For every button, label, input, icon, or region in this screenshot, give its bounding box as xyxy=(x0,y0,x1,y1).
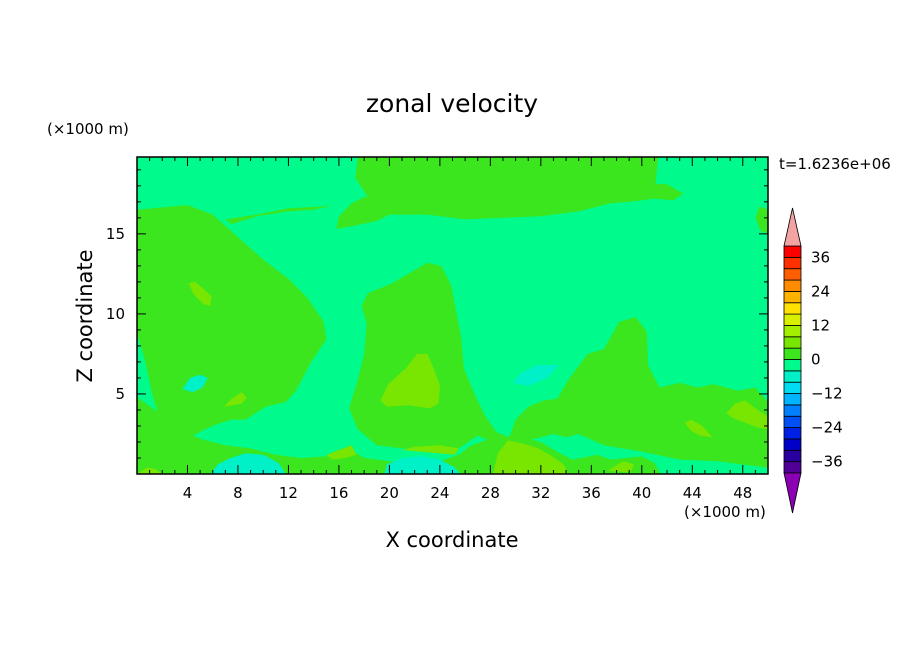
contour-region-16 xyxy=(726,400,768,430)
colorbar-tick-label: −36 xyxy=(811,453,843,471)
colorbar-segment xyxy=(783,404,802,417)
x-tick-label: 28 xyxy=(481,484,500,502)
colorbar-extend-high xyxy=(783,207,802,247)
colorbar-segment xyxy=(783,381,802,394)
x-tick-label: 32 xyxy=(531,484,550,502)
x-axis-label: X coordinate xyxy=(385,528,518,552)
contour-region-21 xyxy=(384,456,461,474)
contour-region-5 xyxy=(336,182,684,229)
y-axis: 5 10 15 xyxy=(106,169,768,459)
y-unit-label: (×1000 m) xyxy=(47,120,129,138)
colorbar-extend-low xyxy=(783,472,802,514)
contour-region-3 xyxy=(349,262,768,468)
y-tick-label: 10 xyxy=(106,305,125,323)
x-tick-label: 24 xyxy=(430,484,449,502)
colorbar-tick-label: −12 xyxy=(811,385,843,403)
contour-region-6 xyxy=(225,205,334,225)
x-tick-label: 44 xyxy=(683,484,702,502)
colorbar-segment xyxy=(783,449,802,463)
colorbar-segment xyxy=(783,245,802,258)
y-axis-label: Z coordinate xyxy=(73,249,97,382)
contour-region-7 xyxy=(755,206,768,234)
x-tick-label: 36 xyxy=(582,484,601,502)
x-unit-label: (×1000 m) xyxy=(684,503,766,521)
colorbar-segment xyxy=(783,268,802,281)
colorbar-tick-label: −24 xyxy=(811,419,843,437)
contour-region-9 xyxy=(224,392,247,407)
colorbar-segment xyxy=(783,336,802,349)
x-tick-label: 20 xyxy=(380,484,399,502)
chart-title: zonal velocity xyxy=(366,89,538,118)
colorbar-segment xyxy=(783,279,802,292)
contour-region-19 xyxy=(513,365,559,386)
colorbar-segment xyxy=(783,325,802,338)
x-tick-label: 4 xyxy=(183,484,193,502)
colorbar-segment xyxy=(783,347,802,360)
contour-region-10 xyxy=(380,353,440,409)
x-axis: 4 8 12 16 20 24 28 32 36 40 44 48 xyxy=(149,157,756,502)
contour-region-14 xyxy=(607,461,635,473)
x-tick-label: 16 xyxy=(329,484,348,502)
contour-region-1 xyxy=(137,205,327,441)
colorbar-segment xyxy=(783,438,802,451)
colorbar-segment xyxy=(783,415,802,429)
contour-region-12 xyxy=(326,445,357,460)
colorbar-tick-label: 36 xyxy=(811,248,830,266)
colorbar-segment xyxy=(783,302,802,315)
colorbar-tick-label: 24 xyxy=(811,282,830,300)
x-tick-label: 12 xyxy=(279,484,298,502)
contour-fill-layer xyxy=(137,157,768,474)
colorbar: 36 24 12 0 −12 −24 −36 xyxy=(783,207,843,514)
colorbar-segment xyxy=(783,461,802,474)
y-tick-label: 15 xyxy=(106,225,125,243)
x-tick-label: 40 xyxy=(632,484,651,502)
colorbar-segment xyxy=(783,359,802,372)
contour-region-18 xyxy=(182,374,208,393)
time-label: t=1.6236e+06 xyxy=(779,155,891,173)
colorbar-tick-label: 0 xyxy=(811,351,821,369)
colorbar-segment xyxy=(783,393,802,406)
colorbar-tick-label: 12 xyxy=(811,316,830,334)
contour-region-15 xyxy=(684,419,713,438)
contour-region-8 xyxy=(188,281,212,306)
colorbar-segment xyxy=(783,427,802,440)
colorbar-segment xyxy=(783,370,802,383)
contour-region-11 xyxy=(402,445,459,455)
x-tick-label: 48 xyxy=(733,484,752,502)
contour-region-13 xyxy=(492,440,569,474)
contour-region-20 xyxy=(210,453,286,474)
x-tick-label: 8 xyxy=(233,484,243,502)
colorbar-segment xyxy=(783,256,802,270)
colorbar-segment xyxy=(783,290,802,304)
y-tick-label: 5 xyxy=(115,385,125,403)
colorbar-segment xyxy=(783,313,802,326)
